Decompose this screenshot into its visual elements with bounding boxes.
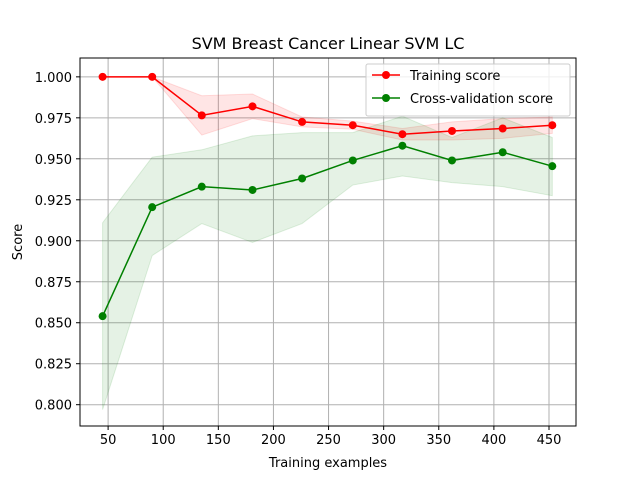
training-score-point — [348, 121, 357, 130]
legend: Training score Cross-validation score — [365, 63, 571, 117]
legend-swatch-cv-marker — [382, 94, 390, 102]
plot-frame — [79, 57, 577, 427]
training-score-point — [298, 117, 307, 126]
y-tick-label: 1.000 — [35, 71, 72, 86]
x-tick-label: 150 — [206, 433, 231, 448]
cv-score-point — [498, 148, 507, 157]
series-markers — [98, 72, 557, 321]
y-tick-label: 0.950 — [35, 153, 72, 168]
cv-score-point — [248, 185, 257, 194]
y-axis-title: Score — [11, 224, 26, 260]
axis-ticks: 50 100 150 200 250 300 350 400 450 0.800 0.825 0.85… — [35, 71, 562, 448]
y-tick-label: 0.800 — [35, 399, 72, 414]
cv-score-point — [197, 182, 206, 191]
training-score-point — [148, 72, 157, 81]
training-score-point — [498, 124, 507, 133]
cv-score-point — [398, 141, 407, 150]
training-score-point — [98, 72, 107, 81]
cv-score-point — [148, 203, 157, 212]
cv-score-line — [101, 144, 553, 317]
cv-score-point — [448, 156, 456, 165]
cv-score-point — [98, 312, 107, 321]
y-tick-label: 0.975 — [35, 112, 72, 127]
training-score-line — [102, 76, 553, 135]
y-tick-label: 0.850 — [35, 317, 72, 332]
y-tick-label: 0.875 — [35, 276, 72, 291]
x-tick-label: 350 — [426, 433, 451, 448]
training-score-point — [398, 130, 407, 139]
x-tick-label: 200 — [261, 433, 286, 448]
x-tick-label: 400 — [481, 433, 506, 448]
cv-score-point — [298, 174, 307, 183]
cv-score-band — [102, 115, 553, 410]
x-tick-label: 50 — [100, 433, 117, 448]
x-axis-title: Training examples — [268, 456, 387, 471]
training-score-point — [448, 126, 456, 135]
grid — [80, 58, 576, 426]
legend-swatch-training-marker — [382, 71, 390, 79]
chart-title: SVM Breast Cancer Linear SVM LC — [192, 34, 465, 53]
x-tick-label: 100 — [151, 433, 176, 448]
legend-label-cv: Cross-validation score — [410, 92, 553, 107]
training-score-point — [248, 102, 257, 111]
training-score-point — [548, 121, 557, 130]
y-tick-label: 0.900 — [35, 235, 72, 250]
x-tick-label: 300 — [371, 433, 396, 448]
legend-label-training: Training score — [409, 69, 500, 84]
cv-score-point — [548, 162, 557, 171]
training-score-point — [197, 111, 206, 120]
legend-frame — [365, 63, 571, 117]
cv-score-point — [348, 156, 357, 165]
y-tick-label: 0.925 — [35, 194, 72, 209]
y-tick-label: 0.825 — [35, 358, 72, 373]
series-lines — [101, 76, 553, 317]
x-tick-label: 250 — [316, 433, 341, 448]
x-tick-label: 450 — [537, 433, 562, 448]
